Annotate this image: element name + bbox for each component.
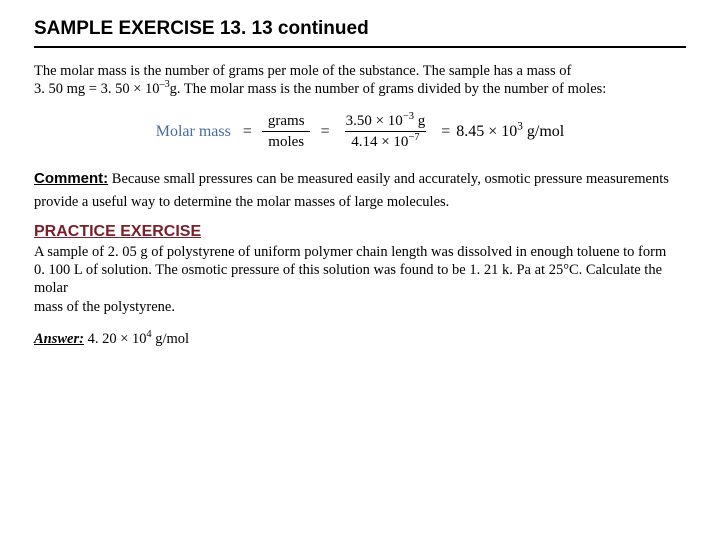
result-pre: 8.45 × 10 [456,123,517,140]
title-rule [34,46,686,48]
frac2-den: 4.14 × 10−7 [345,131,425,151]
equals-2: = [321,123,330,141]
result-post: g/mol [523,123,564,140]
frac1-den: moles [262,131,310,151]
equals-1: = [243,123,252,141]
frac2-den-exp: −7 [408,132,419,143]
frac2-num: 3.50 × 10−3 g [340,112,432,131]
intro-line-2-pre: 3. 50 mg = 3. 50 × 10 [34,81,160,97]
practice-paragraph: A sample of 2. 05 g of polystyrene of un… [34,243,686,316]
comment-paragraph: Comment: Because small pressures can be … [34,169,686,189]
answer-paragraph: Answer: 4. 20 × 104 g/mol [34,330,686,348]
frac2-den-pre: 4.14 × 10 [351,134,408,150]
intro-paragraph: The molar mass is the number of grams pe… [34,62,686,98]
intro-line-2-post: g. The molar mass is the number of grams… [170,81,607,97]
fraction-numeric: 3.50 × 10−3 g 4.14 × 10−7 [340,112,432,151]
intro-line-1: The molar mass is the number of grams pe… [34,63,571,79]
exercise-title: SAMPLE EXERCISE 13. 13 continued [34,18,686,40]
molar-mass-formula: Molar mass = grams moles = 3.50 × 10−3 g… [34,112,686,151]
practice-line-2: 0. 100 L of solution. The osmotic pressu… [34,262,662,296]
comment-text-1: Because small pressures can be measured … [108,171,669,187]
molar-mass-label: Molar mass [156,123,231,141]
answer-post: g/mol [152,331,189,347]
practice-heading: PRACTICE EXERCISE [34,223,686,241]
answer-label: Answer: [34,331,84,347]
practice-line-1: A sample of 2. 05 g of polystyrene of un… [34,244,666,260]
fraction-symbolic: grams moles [262,112,311,151]
frac2-num-post: g [414,113,425,129]
frac2-num-pre: 3.50 × 10 [346,113,403,129]
practice-line-3: mass of the polystyrene. [34,299,175,315]
comment-text-2: provide a useful way to determine the mo… [34,193,686,211]
formula-result: 8.45 × 103 g/mol [456,123,564,141]
page-content: SAMPLE EXERCISE 13. 13 continued The mol… [0,0,720,348]
intro-line-2-exp: –3 [160,79,170,90]
answer-pre: 4. 20 × 10 [84,331,147,347]
comment-label: Comment: [34,170,108,187]
frac1-num: grams [262,112,311,131]
frac2-num-exp: −3 [403,111,414,122]
equals-3: = [441,123,450,141]
